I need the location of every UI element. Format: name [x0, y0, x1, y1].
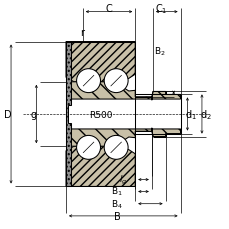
- Circle shape: [76, 69, 100, 93]
- Circle shape: [104, 69, 128, 93]
- Text: B$_1$: B$_1$: [111, 185, 123, 197]
- Text: g: g: [30, 109, 36, 120]
- Text: $l_g$: $l_g$: [118, 173, 127, 186]
- Text: r: r: [79, 28, 83, 38]
- Polygon shape: [66, 42, 135, 82]
- Text: B$_2$: B$_2$: [153, 45, 165, 58]
- Circle shape: [76, 136, 100, 160]
- Text: C$_1$: C$_1$: [154, 2, 166, 16]
- Text: d$_2$: d$_2$: [199, 108, 211, 121]
- Text: B: B: [113, 211, 120, 221]
- Text: D: D: [4, 109, 12, 120]
- Polygon shape: [66, 42, 71, 187]
- Text: d$_1$: d$_1$: [184, 108, 196, 121]
- Text: B$_4$: B$_4$: [111, 198, 123, 210]
- Text: R500: R500: [89, 110, 112, 119]
- Text: C: C: [105, 4, 112, 14]
- Circle shape: [104, 136, 128, 160]
- Polygon shape: [71, 128, 180, 147]
- Polygon shape: [66, 147, 135, 187]
- Polygon shape: [71, 82, 180, 101]
